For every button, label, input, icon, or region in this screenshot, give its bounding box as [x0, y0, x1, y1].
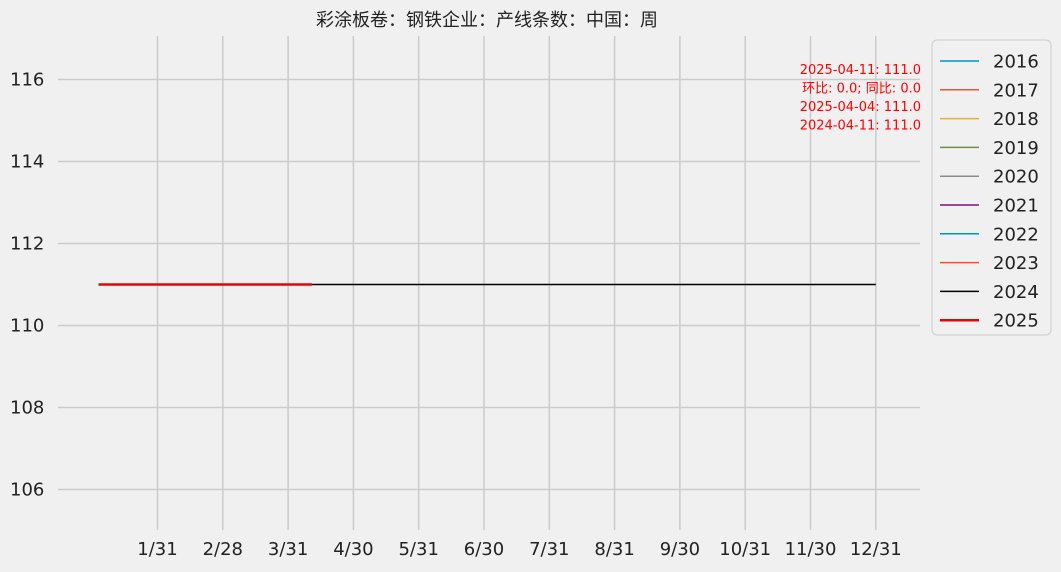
x-tick-label: 6/30	[464, 539, 504, 560]
grid-layer	[58, 36, 920, 530]
x-tick-label: 11/30	[785, 539, 837, 560]
legend-label-2024: 2024	[993, 282, 1039, 303]
annotation-line: 2025-04-11: 111.0	[800, 63, 921, 78]
x-tick-label: 1/31	[137, 539, 177, 560]
legend-label-2025: 2025	[993, 311, 1039, 332]
legend-label-2022: 2022	[993, 224, 1039, 245]
y-tick-label: 110	[10, 316, 44, 337]
y-tick-label: 114	[10, 152, 44, 173]
x-tick-label: 2/28	[203, 539, 243, 560]
legend-label-2016: 2016	[993, 52, 1039, 73]
legend-box	[931, 39, 1052, 336]
x-tick-label: 5/31	[398, 539, 438, 560]
legend-label-2018: 2018	[993, 109, 1039, 130]
legend-label-2019: 2019	[993, 138, 1039, 159]
x-tick-label: 8/31	[594, 539, 634, 560]
legend-label-2020: 2020	[993, 167, 1039, 188]
annotation: 2025-04-11: 111.0 环比: 0.0; 同比: 0.0 2025-04…	[800, 63, 921, 134]
x-tick-label: 3/31	[268, 539, 308, 560]
legend: 2016 2017 2018 2019 2020 2021 2022 2023 2024 2025	[931, 39, 1052, 336]
y-tick-label: 108	[10, 398, 44, 419]
annotation-line: 2025-04-04: 111.0	[800, 100, 921, 115]
x-tick-label: 7/31	[529, 539, 569, 560]
x-tick-label: 12/31	[850, 539, 902, 560]
y-tick-label: 116	[10, 70, 44, 91]
x-tick-label: 9/30	[660, 539, 700, 560]
y-tick-label: 106	[10, 480, 44, 501]
legend-label-2023: 2023	[993, 253, 1039, 274]
x-tick-label: 4/30	[333, 539, 373, 560]
legend-label-2021: 2021	[993, 196, 1039, 217]
legend-label-2017: 2017	[993, 80, 1039, 101]
annotation-line: 环比: 0.0; 同比: 0.0	[802, 82, 921, 97]
x-tick-label: 10/31	[719, 539, 771, 560]
chart-title: 彩涂板卷：钢铁企业：产线条数：中国：周	[316, 10, 658, 31]
annotation-line: 2024-04-11: 111.0	[800, 119, 921, 134]
y-tick-label: 112	[10, 234, 44, 255]
tick-layer: 106 108 110 112 114 116 1/31 2/28 3/31 4/30 5/31 6/…	[10, 70, 902, 561]
